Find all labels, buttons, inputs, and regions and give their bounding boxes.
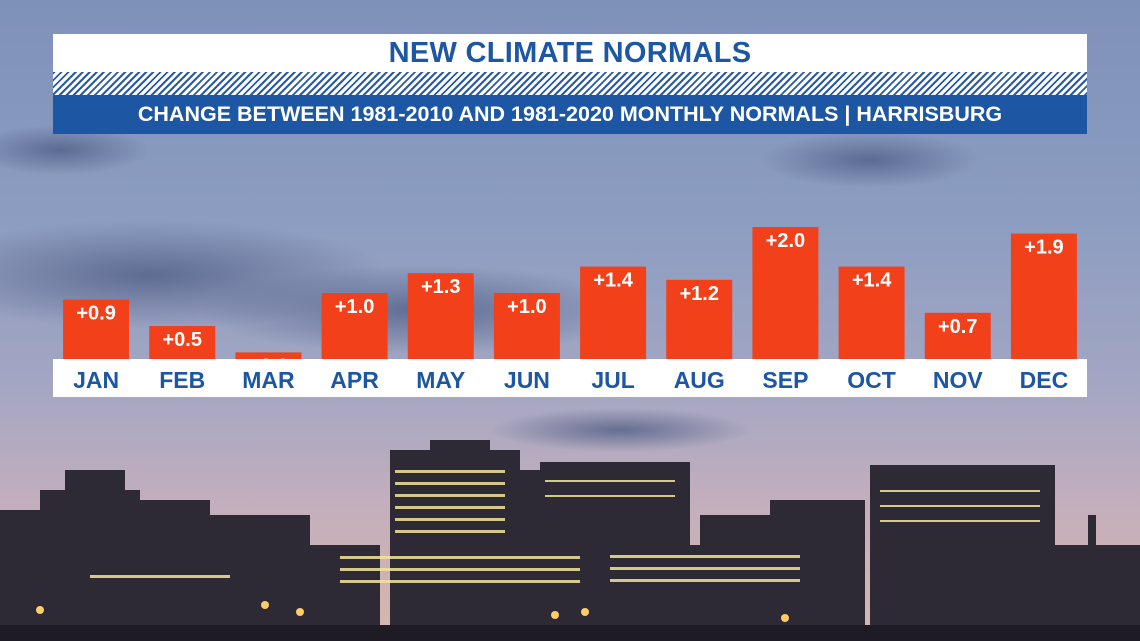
- bar-feb: [149, 326, 216, 359]
- month-label-sep: SEP: [762, 367, 808, 393]
- month-label-nov: NOV: [933, 367, 984, 393]
- value-label-mar: +0.1: [249, 355, 288, 377]
- bar-oct: [838, 266, 905, 359]
- bar-jul: [580, 266, 647, 359]
- value-label-apr: +1.0: [335, 296, 374, 318]
- month-label-jun: JUN: [504, 367, 550, 393]
- bar-sep: [752, 227, 819, 359]
- bar-jan: [63, 299, 130, 359]
- bar-jun: [493, 293, 560, 359]
- value-label-jul: +1.4: [593, 270, 633, 292]
- bar-nov: [924, 312, 991, 359]
- month-label-may: MAY: [416, 367, 465, 393]
- value-label-oct: +1.4: [852, 270, 892, 292]
- month-label-jan: JAN: [73, 367, 119, 393]
- hatched-divider: [53, 72, 1087, 95]
- value-label-jan: +0.9: [76, 303, 115, 325]
- value-label-dec: +1.9: [1024, 237, 1063, 259]
- month-label-feb: FEB: [159, 367, 205, 393]
- bar-aug: [666, 279, 733, 359]
- bar-may: [407, 273, 474, 359]
- title-bar: NEW CLIMATE NORMALS: [53, 34, 1087, 72]
- value-label-may: +1.3: [421, 276, 460, 298]
- month-label-strip: [53, 359, 1087, 397]
- subtitle-bar: CHANGE BETWEEN 1981-2010 AND 1981-2020 M…: [53, 95, 1087, 134]
- chart-subtitle: CHANGE BETWEEN 1981-2010 AND 1981-2020 M…: [137, 102, 1003, 126]
- bar-apr: [321, 293, 388, 359]
- value-label-feb: +0.5: [163, 329, 202, 351]
- month-label-apr: APR: [330, 367, 379, 393]
- bar-mar: [235, 352, 302, 359]
- month-label-mar: MAR: [242, 367, 295, 393]
- value-label-jun: +1.0: [507, 296, 546, 318]
- chart-title: NEW CLIMATE NORMALS: [388, 36, 752, 69]
- month-label-aug: AUG: [674, 367, 725, 393]
- month-label-dec: DEC: [1020, 367, 1069, 393]
- value-label-aug: +1.2: [680, 283, 719, 305]
- value-label-sep: +2.0: [766, 230, 805, 252]
- value-label-nov: +0.7: [938, 316, 977, 338]
- month-label-jul: JUL: [591, 367, 634, 393]
- month-label-oct: OCT: [847, 367, 896, 393]
- bar-dec: [1010, 233, 1077, 359]
